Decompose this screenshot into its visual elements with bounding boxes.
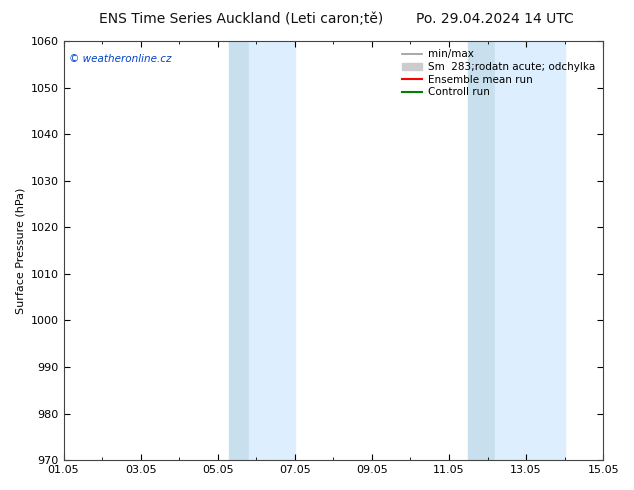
Bar [249, 41, 295, 460]
Bar [230, 41, 249, 460]
Text: ENS Time Series Auckland (Leti caron;tě): ENS Time Series Auckland (Leti caron;tě) [99, 12, 383, 26]
Text: © weatheronline.cz: © weatheronline.cz [69, 53, 171, 64]
Legend: min/max, Sm  283;rodatn acute; odchylka, Ensemble mean run, Controll run: min/max, Sm 283;rodatn acute; odchylka, … [398, 46, 598, 100]
Bar [495, 41, 565, 460]
Text: Po. 29.04.2024 14 UTC: Po. 29.04.2024 14 UTC [416, 12, 573, 26]
Bar [469, 41, 495, 460]
Y-axis label: Surface Pressure (hPa): Surface Pressure (hPa) [15, 187, 25, 314]
